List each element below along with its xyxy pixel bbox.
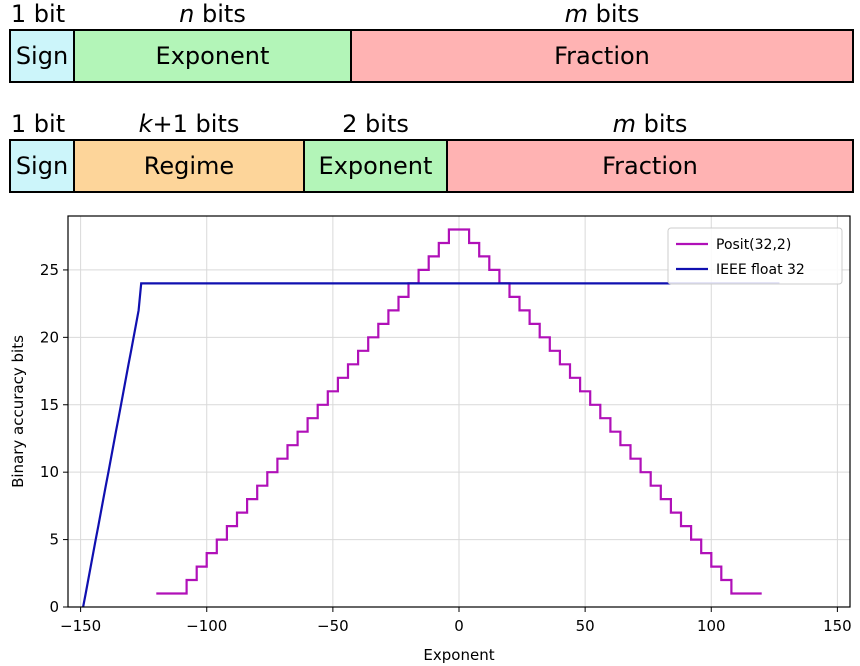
legend-label: Posit(32,2): [716, 237, 791, 253]
format-ieee: Sign 1 bit Exponent n bits Fraction m bits: [9, 0, 854, 83]
posit-exponent-caption: 2 bits: [342, 110, 409, 138]
x-tick-label: 0: [454, 617, 464, 635]
x-axis-label: Exponent: [423, 646, 494, 664]
x-tick-label: −100: [186, 617, 227, 635]
x-tick-label: −150: [60, 617, 101, 635]
ieee-fraction-field: [350, 29, 854, 83]
ieee-exponent-label: Exponent: [156, 42, 270, 70]
posit-fraction-label: Fraction: [602, 152, 698, 180]
ieee-sign-caption: 1 bit: [11, 0, 65, 28]
y-tick-label: 0: [49, 598, 59, 616]
posit-fraction-field: [446, 139, 854, 193]
ieee-fraction-label: Fraction: [554, 42, 650, 70]
format-posit: Sign 1 bit Regime k+1 bits Exponent 2 bits Fra…: [9, 110, 854, 193]
ieee-fraction-caption: m bits: [565, 0, 640, 28]
x-tick-label: 50: [576, 617, 595, 635]
legend: Posit(32,2) IEEE float 32: [667, 227, 843, 285]
posit-regime-caption: k+1 bits: [139, 110, 240, 138]
posit-regime-field: [73, 139, 305, 193]
y-tick-label: 25: [40, 261, 59, 279]
y-tick-label: 5: [49, 531, 59, 549]
posit-fraction-caption: m bits: [613, 110, 688, 138]
ieee-exponent-caption: n bits: [179, 0, 246, 28]
posit-sign-caption: 1 bit: [11, 110, 65, 138]
legend-box: [667, 227, 843, 285]
y-tick-label: 15: [40, 396, 59, 414]
series-line-posit: [156, 228, 762, 595]
posit-regime-label: Regime: [144, 152, 234, 180]
x-tick-label: 100: [697, 617, 726, 635]
plot-frame: [67, 215, 851, 608]
posit-exponent-label: Exponent: [319, 152, 433, 180]
legend-label: IEEE float 32: [716, 262, 805, 278]
ieee-sign-label: Sign: [16, 42, 68, 70]
posit-sign-label: Sign: [16, 152, 68, 180]
ieee-sign-field: [9, 29, 75, 83]
series-line-ieee: [82, 282, 780, 608]
y-axis-label: Binary accuracy bits: [9, 335, 27, 488]
x-tick-label: 150: [823, 617, 852, 635]
y-tick-label: 10: [40, 463, 59, 481]
x-tick-label: −50: [317, 617, 349, 635]
y-tick-label: 20: [40, 328, 59, 346]
